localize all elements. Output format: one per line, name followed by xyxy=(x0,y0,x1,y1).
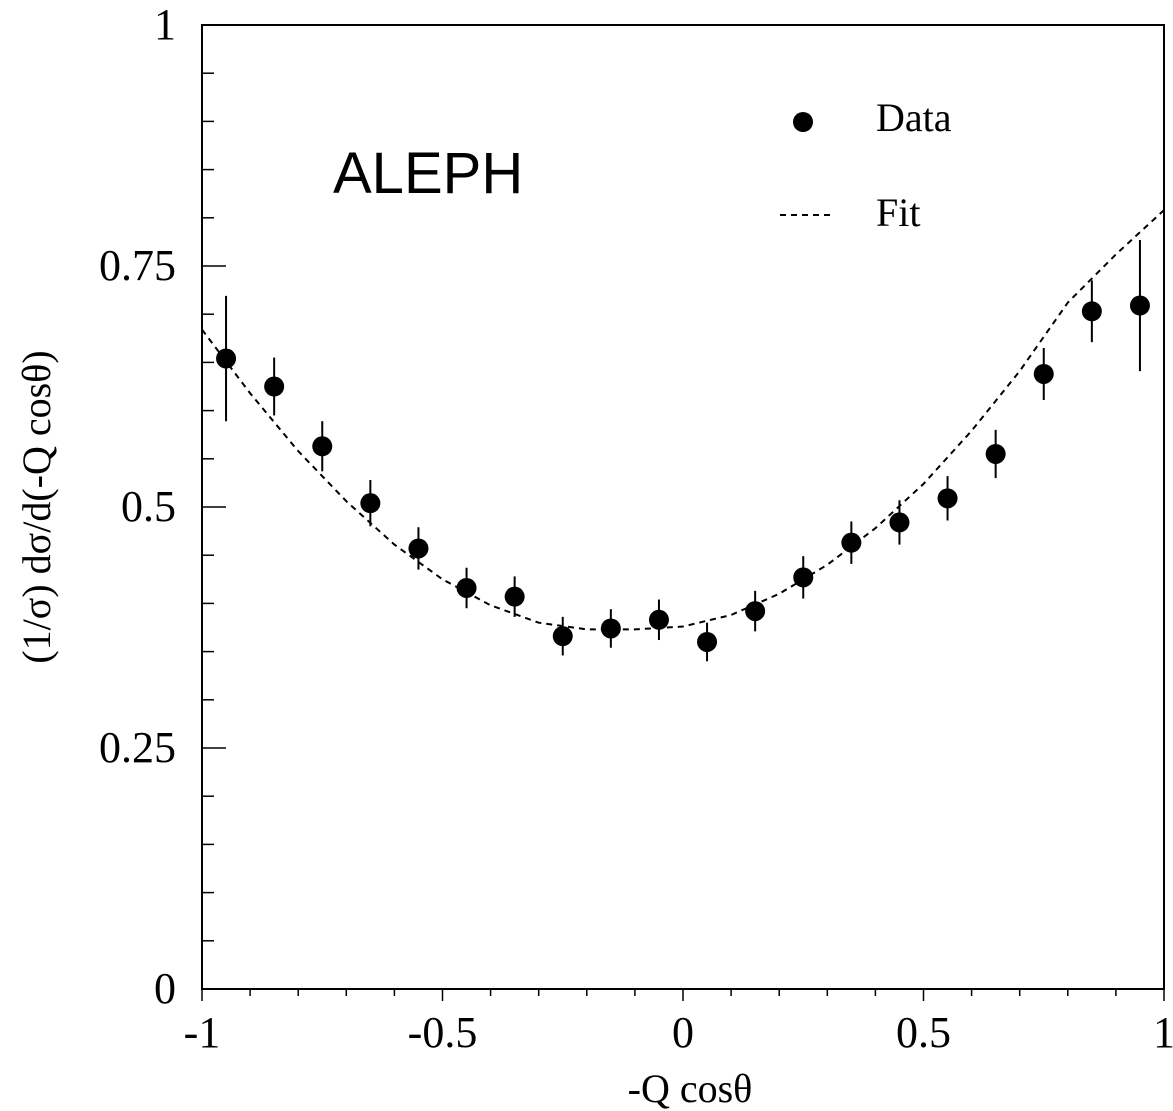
data-point xyxy=(408,538,429,559)
x-tick-label: 1 xyxy=(1153,1008,1173,1057)
fit-curve xyxy=(201,209,1165,631)
x-axis-ticks xyxy=(201,989,1165,1001)
data-point xyxy=(648,609,669,630)
x-tick-label: 0 xyxy=(672,1008,694,1057)
data-point xyxy=(360,493,381,514)
data-point xyxy=(600,618,621,639)
legend-data-marker xyxy=(793,112,813,132)
y-tick-label: 0.5 xyxy=(121,482,176,531)
data-point xyxy=(745,601,766,622)
data-series xyxy=(216,239,1150,662)
data-point xyxy=(793,567,814,588)
x-axis-tick-labels: -1 -0.5 0 0.5 1 xyxy=(184,1008,1173,1057)
data-point xyxy=(937,488,958,509)
x-tick-label: 0.5 xyxy=(896,1008,951,1057)
data-point xyxy=(1033,363,1054,384)
data-point xyxy=(841,532,862,553)
x-tick-label: -0.5 xyxy=(408,1008,478,1057)
data-point xyxy=(697,631,718,652)
y-axis-tick-labels: 0 0.25 0.5 0.75 1 xyxy=(99,0,176,1013)
y-tick-label: 0.75 xyxy=(99,241,176,290)
x-tick-label: -1 xyxy=(184,1008,221,1057)
legend: Data Fit xyxy=(780,95,952,235)
data-point xyxy=(552,626,573,647)
legend-data-label: Data xyxy=(876,95,952,140)
y-tick-label: 1 xyxy=(154,0,176,49)
data-point xyxy=(504,586,525,607)
data-point xyxy=(1081,301,1102,322)
data-point xyxy=(985,443,1006,464)
data-point xyxy=(456,577,477,598)
data-point xyxy=(1129,295,1150,316)
data-point xyxy=(264,376,285,397)
y-tick-label: 0 xyxy=(154,964,176,1013)
data-point xyxy=(312,436,333,457)
data-point xyxy=(889,512,910,533)
legend-fit-label: Fit xyxy=(876,190,920,235)
y-axis-title: (1/σ) dσ/d(-Q cosθ) xyxy=(14,350,59,663)
experiment-label: ALEPH xyxy=(333,141,523,206)
y-axis-ticks xyxy=(202,24,226,990)
data-point xyxy=(216,348,237,369)
y-tick-label: 0.25 xyxy=(99,723,176,772)
x-axis-title: -Q cosθ xyxy=(628,1066,753,1111)
